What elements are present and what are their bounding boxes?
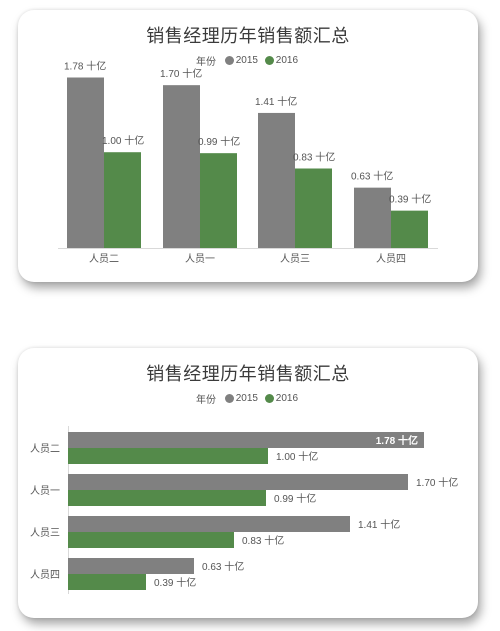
bar-2016-4[interactable]: [68, 574, 146, 590]
bar-2016-1[interactable]: [68, 448, 268, 464]
legend-item-2015[interactable]: 2015: [224, 393, 258, 404]
legend-swatch-2015: [224, 394, 234, 403]
legend-label-2015: 2015: [235, 55, 258, 66]
legend-title: 年份: [195, 395, 216, 406]
data-label-2015-1: 1.78 十亿: [64, 59, 106, 72]
bar-2015-3[interactable]: [68, 516, 350, 532]
bar-2016-2[interactable]: [200, 153, 237, 248]
data-label-2016-2: 0.99 十亿: [274, 492, 316, 505]
bar-2015-1[interactable]: [67, 77, 104, 248]
horizontal-bar-chart-card: 销售经理历年销售额汇总 年份 2015 2016 1.78 十亿 1.00 十亿人…: [18, 348, 478, 618]
bar-2015-3[interactable]: [258, 112, 295, 248]
legend-swatch-2015: [224, 56, 234, 65]
bar-2015-4[interactable]: [68, 558, 194, 574]
data-label-2015-4: 0.63 十亿: [351, 170, 393, 183]
data-label-2015-3: 1.41 十亿: [358, 518, 400, 531]
data-label-2016-1: 1.00 十亿: [102, 134, 144, 147]
data-label-2016-4: 0.39 十亿: [389, 193, 431, 206]
data-label-2016-2: 0.99 十亿: [198, 135, 240, 148]
legend-item-2015[interactable]: 2015: [224, 55, 258, 66]
legend-label-2015: 2015: [235, 393, 258, 404]
y-tick-label-3: 人员三: [30, 527, 60, 539]
legend-swatch-2016: [264, 394, 274, 403]
bar-2015-2[interactable]: [68, 474, 408, 490]
legend-label-2016: 2016: [275, 393, 299, 404]
bar-2016-3[interactable]: [68, 532, 234, 548]
chart-legend: 年份 2015 2016: [18, 391, 478, 406]
data-label-2015-4: 0.63 十亿: [202, 560, 244, 573]
bar-2016-1[interactable]: [104, 152, 141, 248]
data-label-2015-2: 1.70 十亿: [416, 476, 458, 489]
data-label-2016-3: 0.83 十亿: [242, 534, 284, 547]
x-tick-label-2: 人员一: [185, 253, 215, 265]
data-label-2015-3: 1.41 十亿: [255, 95, 297, 108]
bar-2016-3[interactable]: [295, 168, 332, 248]
legend-item-2016[interactable]: 2016: [264, 393, 299, 404]
legend-label-2016: 2016: [275, 55, 299, 66]
x-tick-label-1: 人员二: [89, 253, 119, 265]
y-tick-label-4: 人员四: [30, 569, 60, 581]
bar-2016-4[interactable]: [391, 210, 428, 248]
chart-title: 销售经理历年销售额汇总: [146, 26, 350, 46]
data-label-2015-1: 1.78 十亿: [376, 434, 418, 447]
horizontal-bar-plot: 1.78 十亿 1.00 十亿 人员二 1.70 十亿 0.99 十亿 人员一 1.41 十…: [30, 426, 458, 594]
x-tick-label-4: 人员四: [376, 253, 406, 265]
data-label-2016-3: 0.83 十亿: [293, 150, 335, 163]
bar-2015-4[interactable]: [354, 187, 391, 248]
chart-title: 销售经理历年销售额汇总: [146, 364, 350, 384]
data-label-2016-1: 1.00 十亿: [276, 450, 318, 463]
y-tick-label-1: 人员二: [30, 443, 60, 455]
bar-2016-2[interactable]: [68, 490, 266, 506]
legend-item-2016[interactable]: 2016: [264, 55, 299, 66]
legend-title: 年份: [195, 57, 216, 68]
vertical-bar-chart-card: 销售经理历年销售额汇总 年份 2015 2016 1.78 十亿 1.00 十亿人…: [18, 10, 478, 282]
bar-2015-1[interactable]: [68, 432, 424, 448]
legend-swatch-2016: [264, 56, 274, 65]
bar-2015-2[interactable]: [163, 85, 200, 248]
data-label-2016-4: 0.39 十亿: [154, 576, 196, 589]
y-tick-label-2: 人员一: [30, 485, 60, 497]
data-label-2015-2: 1.70 十亿: [160, 67, 202, 80]
x-tick-label-3: 人员三: [280, 253, 310, 265]
chart-legend: 年份 2015 2016: [18, 53, 478, 68]
